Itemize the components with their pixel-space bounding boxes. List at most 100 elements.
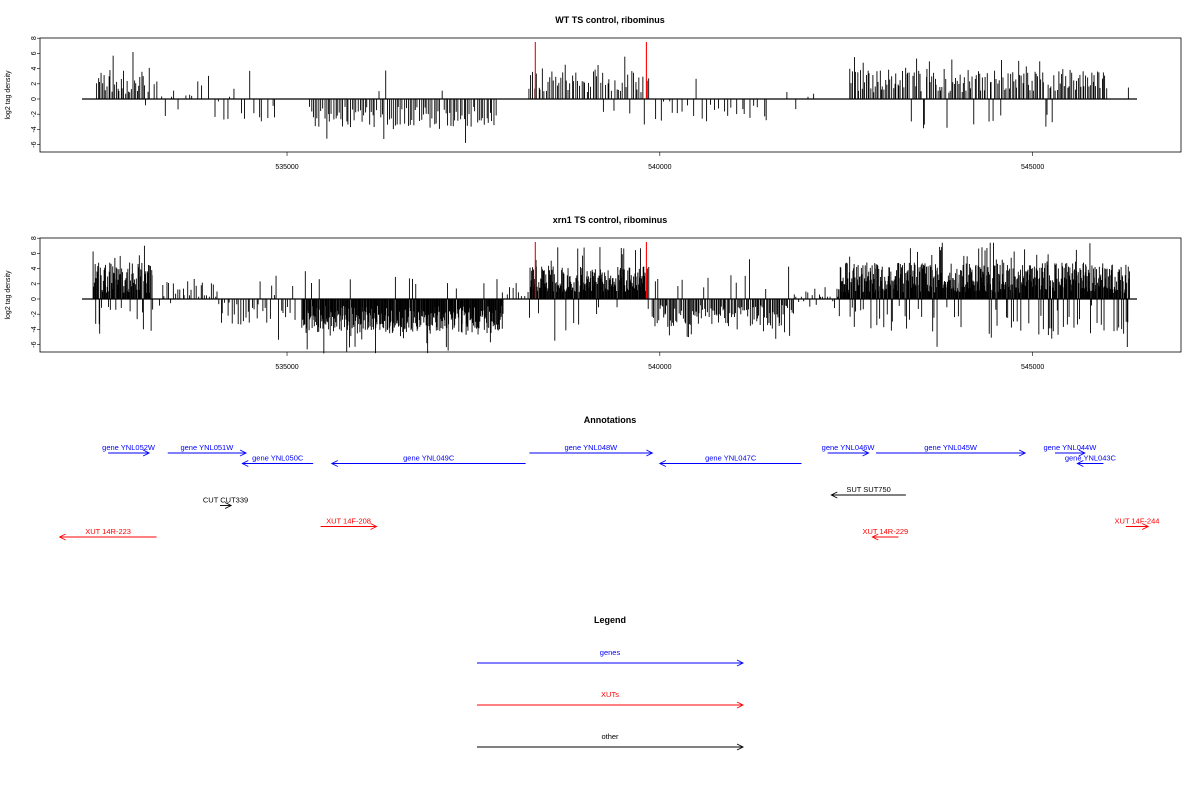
feature-label: gene YNL043C xyxy=(1065,454,1117,463)
panel-wt-frame xyxy=(39,37,1182,153)
legend-item: XUTs xyxy=(477,690,745,709)
y-tick-label: 8 xyxy=(31,236,38,240)
legend-label: XUTs xyxy=(601,690,619,699)
feature-arrow-head xyxy=(871,533,879,541)
legend-item: other xyxy=(477,732,745,751)
y-tick-label: 2 xyxy=(31,82,38,86)
annotations-title: Annotations xyxy=(584,415,637,425)
y-tick-label: 2 xyxy=(31,282,38,286)
feature-label: gene YNL051W xyxy=(180,443,234,452)
y-tick-label: 6 xyxy=(31,251,38,255)
annotation-feature: XUT 14R-223 xyxy=(58,527,157,541)
annotation-feature: gene YNL045W xyxy=(876,443,1027,457)
feature-label: SUT SUT750 xyxy=(846,485,890,494)
x-tick-label: 545000 xyxy=(1021,364,1044,371)
feature-label: gene YNL048W xyxy=(564,443,618,452)
feature-arrow-head xyxy=(142,449,151,457)
panel-xrn1-y-axis: 8 6 4 2 0 -2 -4 -6 xyxy=(31,236,40,348)
feature-label: gene YNL044W xyxy=(1043,443,1097,452)
legend-item: genes xyxy=(477,648,745,667)
annotation-feature: gene YNL044W xyxy=(1043,443,1097,457)
feature-arrow-head xyxy=(58,533,66,541)
feature-label: gene YNL050C xyxy=(252,454,304,463)
x-tick-label: 535000 xyxy=(275,164,298,171)
annotation-feature: gene YNL047C xyxy=(658,454,802,467)
y-tick-label: 4 xyxy=(31,67,38,71)
annotation-feature: gene YNL051W xyxy=(167,443,248,457)
legend-title: Legend xyxy=(594,615,626,625)
legend-arrow-head xyxy=(736,659,745,667)
panel-xrn1-bars xyxy=(92,242,1130,354)
feature-arrow-head xyxy=(646,449,654,457)
legend-label: other xyxy=(601,732,619,741)
panel-xrn1-x-axis: 535000 540000 545000 xyxy=(275,352,1044,371)
panel-xrn1-ylabel: log2 tag density xyxy=(5,270,12,320)
panel-xrn1: xrn1 TS control, ribominus log2 tag dens… xyxy=(5,215,1182,371)
feature-label: XUT 14F-244 xyxy=(1115,517,1160,526)
feature-arrow-head xyxy=(862,449,870,457)
feature-arrow-head xyxy=(370,523,378,530)
feature-label: XUT 14R-229 xyxy=(863,527,909,536)
legend-arrow-head xyxy=(736,743,745,751)
feature-arrow-head xyxy=(1141,523,1150,530)
annotations-panel: Annotations gene YNL052W gene YNL051Wgene… xyxy=(58,415,1160,541)
feature-label: gene YNL047C xyxy=(705,454,757,463)
y-tick-label: 8 xyxy=(31,36,38,40)
panel-wt-y-axis: 8 6 4 2 0 -2 -4 -6 xyxy=(31,36,40,148)
annotation-feature: XUT 14F-244 xyxy=(1115,517,1160,530)
legend-items: genes XUTs other xyxy=(477,648,745,751)
annotation-feature: gene YNL046W xyxy=(822,443,876,457)
annotation-features: gene YNL052W gene YNL051W gene YNL050C gene… xyxy=(58,443,1160,541)
annotation-feature: SUT SUT750 xyxy=(830,485,906,499)
panel-xrn1-title: xrn1 TS control, ribominus xyxy=(553,215,668,225)
annotation-feature: CUT CUT339 xyxy=(203,496,248,509)
feature-arrow-head xyxy=(224,502,233,509)
legend-label: genes xyxy=(600,648,621,657)
legend: Legend genes XUTs other xyxy=(477,615,745,751)
feature-label: gene YNL046W xyxy=(822,443,876,452)
panel-wt: WT TS control, ribominus log2 tag densit… xyxy=(5,15,1182,171)
panel-wt-title: WT TS control, ribominus xyxy=(555,15,665,25)
y-tick-label: 0 xyxy=(31,297,38,301)
feature-arrow-head xyxy=(241,460,249,467)
feature-arrow-head xyxy=(1078,449,1086,457)
y-tick-label: 4 xyxy=(31,267,38,271)
panel-wt-ylabel: log2 tag density xyxy=(5,70,12,120)
annotation-feature: gene YNL052W xyxy=(102,443,156,457)
annotation-feature: gene YNL049C xyxy=(330,454,526,467)
feature-arrow-head xyxy=(1018,449,1027,457)
panel-wt-bars xyxy=(96,42,1129,143)
y-tick-label: -4 xyxy=(31,326,38,332)
x-tick-label: 540000 xyxy=(648,164,671,171)
y-tick-label: 0 xyxy=(31,97,38,101)
feature-arrow-head xyxy=(239,449,248,457)
feature-label: CUT CUT339 xyxy=(203,496,248,505)
y-tick-label: -2 xyxy=(31,111,38,117)
y-tick-label: -2 xyxy=(31,311,38,317)
feature-label: gene YNL052W xyxy=(102,443,156,452)
y-tick-label: 6 xyxy=(31,51,38,55)
y-tick-label: -4 xyxy=(31,126,38,132)
annotation-feature: XUT 14F-208 xyxy=(320,517,378,530)
feature-arrow-head xyxy=(1076,460,1084,467)
feature-arrow-head xyxy=(658,460,667,467)
y-tick-label: -6 xyxy=(31,341,38,347)
feature-label: gene YNL045W xyxy=(924,443,978,452)
x-tick-label: 545000 xyxy=(1021,164,1044,171)
annotation-feature: gene YNL050C xyxy=(241,454,314,467)
feature-arrow-head xyxy=(830,491,838,499)
annotation-feature: XUT 14R-229 xyxy=(863,527,909,541)
feature-label: gene YNL049C xyxy=(403,454,455,463)
x-tick-label: 535000 xyxy=(275,364,298,371)
annotation-feature: gene YNL048W xyxy=(529,443,654,457)
y-tick-label: -6 xyxy=(31,141,38,147)
x-tick-label: 540000 xyxy=(648,364,671,371)
legend-arrow-head xyxy=(736,701,745,709)
feature-label: XUT 14F-208 xyxy=(326,517,371,526)
annotation-feature: gene YNL043C xyxy=(1065,454,1117,467)
panel-xrn1-frame xyxy=(39,237,1182,353)
feature-label: XUT 14R-223 xyxy=(85,527,131,536)
panel-wt-x-axis: 535000 540000 545000 xyxy=(275,152,1044,171)
feature-arrow-head xyxy=(330,460,338,467)
